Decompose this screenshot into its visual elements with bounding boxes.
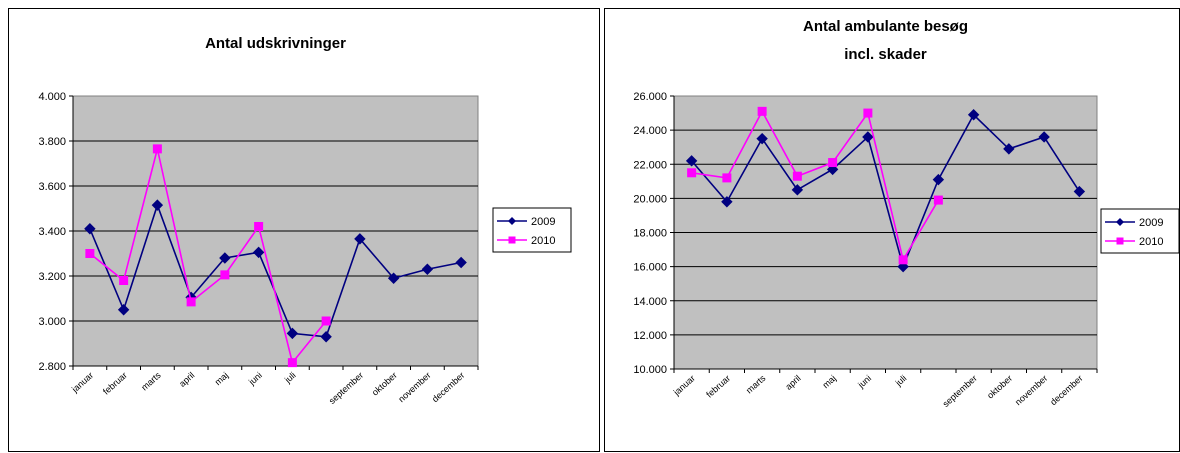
data-point-2009 bbox=[862, 131, 874, 143]
data-point-2009 bbox=[320, 331, 332, 343]
x-category-label: oktober bbox=[370, 370, 399, 398]
x-category-label: december bbox=[430, 370, 466, 404]
legend-label-2010: 2010 bbox=[531, 235, 555, 247]
x-category-label: september bbox=[327, 370, 365, 406]
data-point-2010 bbox=[687, 168, 697, 178]
legend-label-2010: 2010 bbox=[1139, 236, 1163, 248]
data-point-2010 bbox=[287, 358, 297, 368]
chart-title: incl. skader bbox=[844, 46, 927, 63]
data-point-2009 bbox=[354, 233, 366, 245]
data-point-2010 bbox=[792, 171, 802, 181]
data-point-2009 bbox=[252, 246, 265, 259]
x-category-label: september bbox=[941, 373, 979, 409]
x-category-label: april bbox=[783, 373, 802, 392]
data-point-2010 bbox=[186, 297, 196, 307]
y-tick-label: 12.000 bbox=[633, 330, 667, 342]
y-tick-label: 14.000 bbox=[633, 296, 667, 308]
legend-marker-2010 bbox=[1116, 237, 1124, 245]
x-category-label: juni bbox=[246, 370, 264, 387]
data-point-2010 bbox=[757, 106, 767, 116]
y-tick-label: 3.400 bbox=[38, 226, 66, 238]
chart-panel-udskrivninger: Antal udskrivninger 2.800 3.000 3.200 3.400 3… bbox=[8, 8, 600, 452]
data-point-2009 bbox=[791, 184, 804, 196]
data-point-2009 bbox=[421, 263, 434, 275]
data-point-2010 bbox=[863, 108, 873, 118]
x-category-label: maj bbox=[820, 373, 837, 390]
data-point-2009 bbox=[387, 272, 400, 284]
data-point-2009 bbox=[932, 173, 945, 186]
data-point-2010 bbox=[220, 270, 230, 280]
data-point-2009 bbox=[151, 199, 164, 211]
x-category-label: juli bbox=[282, 370, 298, 385]
x-category-label: maj bbox=[213, 370, 230, 387]
data-point-2009 bbox=[1003, 143, 1015, 155]
x-category-label: januar bbox=[671, 373, 697, 398]
chart-title: Antal ambulante besøg bbox=[803, 18, 968, 35]
chart-ambulante-besog: Antal ambulante besøg incl. skader 10.000 1… bbox=[633, 18, 1180, 409]
data-point-2009 bbox=[455, 256, 467, 269]
x-category-label: juni bbox=[855, 373, 873, 390]
data-point-2009 bbox=[117, 304, 130, 316]
data-point-2009 bbox=[1038, 131, 1050, 143]
data-point-2010 bbox=[119, 276, 129, 285]
x-category-label: juli bbox=[893, 373, 909, 388]
legend-label-2009: 2009 bbox=[1139, 217, 1163, 229]
data-point-2009 bbox=[1073, 185, 1086, 198]
data-point-2009 bbox=[967, 109, 980, 121]
y-tick-label: 3.600 bbox=[38, 181, 66, 193]
data-point-2010 bbox=[933, 195, 943, 205]
y-tick-label: 10.000 bbox=[633, 364, 667, 376]
data-point-2010 bbox=[828, 158, 838, 168]
x-category-label: april bbox=[177, 370, 196, 389]
x-category-label: oktober bbox=[985, 373, 1014, 401]
data-point-2009 bbox=[721, 196, 733, 208]
y-tick-label: 3.800 bbox=[38, 136, 66, 148]
legend-marker-2010 bbox=[508, 236, 516, 244]
x-category-label: januar bbox=[69, 370, 95, 395]
legend-marker-2009 bbox=[508, 217, 516, 225]
legend-box bbox=[1100, 208, 1180, 254]
series-line-2010 bbox=[89, 148, 327, 365]
x-category-label: november bbox=[1013, 373, 1049, 407]
series-line-2010 bbox=[691, 109, 940, 262]
x-category-label: november bbox=[396, 370, 432, 404]
y-tick-label: 4.000 bbox=[38, 91, 66, 103]
data-point-2010 bbox=[722, 173, 732, 183]
y-tick-label: 22.000 bbox=[633, 159, 667, 171]
y-tick-label: 2.800 bbox=[38, 361, 66, 373]
y-tick-label: 20.000 bbox=[633, 193, 667, 205]
y-tick-label: 3.200 bbox=[38, 271, 66, 283]
data-point-2010 bbox=[321, 316, 331, 326]
chart-panel-ambulante-besog: Antal ambulante besøg incl. skader 10.000 1… bbox=[604, 8, 1180, 452]
x-category-label: marts bbox=[139, 370, 163, 393]
x-category-label: marts bbox=[744, 373, 768, 396]
legend-label-2009: 2009 bbox=[531, 216, 555, 228]
y-tick-label: 26.000 bbox=[633, 91, 667, 103]
data-point-2009 bbox=[219, 252, 231, 264]
data-point-2009 bbox=[685, 155, 698, 167]
x-category-label: december bbox=[1048, 373, 1084, 407]
y-tick-label: 16.000 bbox=[633, 262, 667, 274]
data-point-2010 bbox=[898, 255, 908, 265]
chart-udskrivninger: Antal udskrivninger 2.800 3.000 3.200 3.400 3… bbox=[38, 35, 572, 406]
data-point-2010 bbox=[85, 249, 95, 258]
data-point-2010 bbox=[254, 222, 264, 231]
y-tick-label: 3.000 bbox=[38, 316, 66, 328]
legend-marker-2009 bbox=[1116, 218, 1124, 226]
x-category-label: februar bbox=[101, 370, 129, 397]
data-point-2009 bbox=[84, 223, 96, 235]
y-tick-label: 18.000 bbox=[633, 228, 667, 240]
data-point-2009 bbox=[756, 132, 768, 145]
data-point-2010 bbox=[152, 144, 162, 154]
y-tick-label: 24.000 bbox=[633, 125, 667, 137]
chart-title: Antal udskrivninger bbox=[205, 35, 346, 52]
x-category-label: februar bbox=[704, 373, 732, 400]
series-line-2009 bbox=[691, 113, 1081, 270]
data-point-2009 bbox=[286, 327, 299, 340]
legend-box bbox=[492, 207, 572, 253]
